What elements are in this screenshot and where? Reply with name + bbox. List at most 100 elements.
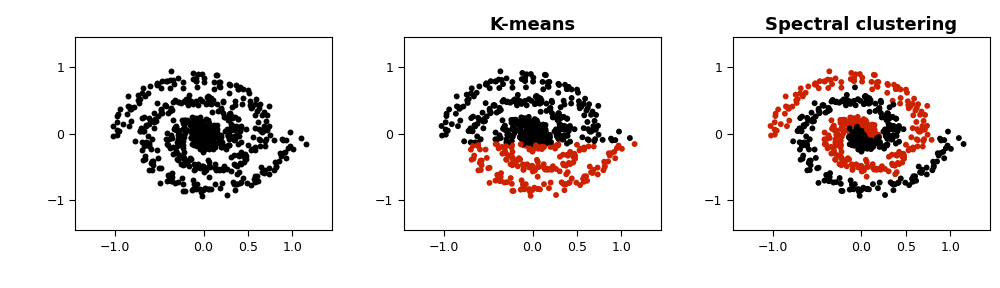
Point: [848, 138, 864, 143]
Point: [515, 116, 531, 121]
Point: [506, 118, 522, 122]
Point: [891, 180, 907, 185]
Point: [438, 132, 454, 137]
Point: [199, 142, 215, 147]
Point: [195, 123, 211, 128]
Point: [215, 100, 231, 105]
Point: [140, 134, 156, 139]
Point: [853, 149, 869, 154]
Point: [535, 126, 551, 131]
Point: [278, 138, 294, 142]
Point: [504, 80, 520, 84]
Point: [188, 79, 204, 83]
Point: [227, 128, 243, 132]
Point: [183, 120, 199, 124]
Point: [169, 157, 185, 162]
Point: [200, 145, 216, 149]
Point: [509, 120, 525, 125]
Point: [867, 141, 883, 146]
Point: [834, 125, 850, 130]
Point: [195, 122, 211, 126]
Point: [504, 143, 520, 147]
Point: [550, 118, 566, 123]
Point: [203, 101, 219, 106]
Point: [180, 120, 196, 125]
Point: [905, 179, 921, 184]
Point: [256, 124, 272, 128]
Point: [848, 103, 864, 108]
Point: [224, 116, 240, 120]
Point: [792, 147, 808, 152]
Point: [194, 164, 210, 169]
Point: [843, 178, 859, 183]
Point: [177, 162, 193, 166]
Point: [112, 107, 128, 112]
Point: [530, 132, 546, 137]
Point: [588, 127, 604, 132]
Point: [166, 126, 182, 131]
Point: [183, 130, 199, 134]
Point: [212, 186, 228, 190]
Point: [550, 82, 566, 86]
Point: [527, 126, 543, 131]
Point: [835, 118, 851, 122]
Point: [193, 127, 209, 131]
Point: [622, 136, 638, 140]
Point: [183, 136, 199, 140]
Point: [857, 101, 873, 106]
Point: [879, 90, 895, 95]
Point: [144, 168, 160, 172]
Point: [482, 108, 498, 113]
Point: [554, 115, 570, 120]
Point: [851, 127, 867, 131]
Point: [822, 171, 838, 175]
Point: [184, 142, 200, 147]
Point: [199, 143, 215, 147]
Point: [571, 103, 587, 107]
Point: [565, 160, 581, 165]
Point: [838, 120, 854, 125]
Point: [209, 73, 225, 77]
Point: [857, 135, 873, 140]
Point: [190, 123, 206, 128]
Point: [862, 141, 878, 146]
Point: [193, 134, 209, 138]
Point: [829, 153, 845, 158]
Point: [870, 79, 886, 84]
Point: [500, 130, 516, 134]
Point: [901, 148, 917, 153]
Point: [912, 170, 928, 175]
Point: [580, 127, 596, 131]
Point: [188, 135, 204, 140]
Point: [868, 166, 884, 171]
Point: [137, 94, 153, 99]
Point: [809, 166, 825, 170]
Point: [863, 144, 879, 149]
Point: [165, 78, 181, 82]
Point: [488, 142, 504, 146]
Point: [925, 160, 941, 164]
Point: [856, 168, 872, 173]
Point: [822, 108, 838, 112]
Point: [452, 106, 468, 111]
Point: [153, 165, 169, 170]
Point: [548, 193, 564, 197]
Point: [541, 79, 557, 84]
Point: [481, 181, 497, 185]
Point: [171, 130, 187, 134]
Point: [227, 115, 243, 119]
Point: [561, 85, 577, 89]
Point: [932, 136, 948, 141]
Point: [849, 124, 865, 128]
Point: [556, 102, 572, 107]
Point: [175, 145, 191, 150]
Point: [543, 180, 559, 185]
Point: [829, 132, 845, 136]
Point: [448, 111, 464, 116]
Point: [519, 130, 535, 135]
Point: [847, 117, 863, 121]
Point: [519, 138, 535, 143]
Point: [190, 162, 206, 166]
Point: [611, 143, 627, 148]
Point: [534, 137, 550, 141]
